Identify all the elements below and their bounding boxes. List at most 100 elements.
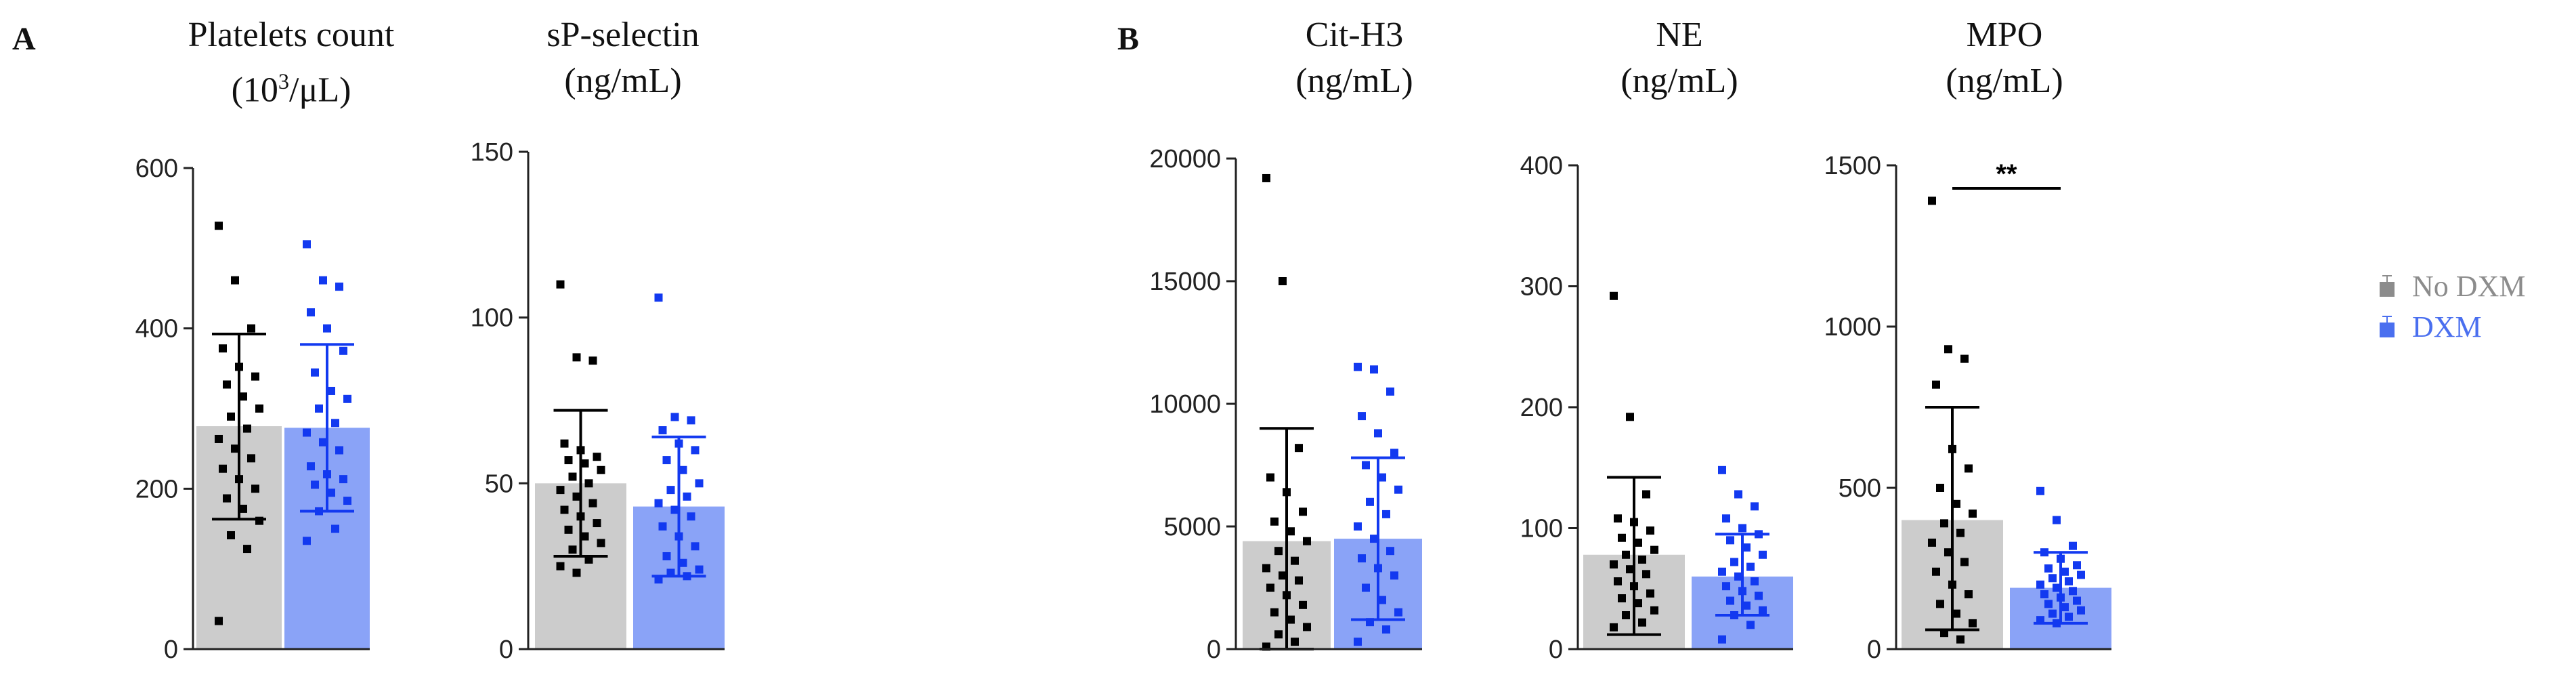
data-point	[255, 404, 263, 413]
data-point	[1634, 538, 1642, 547]
data-point	[327, 386, 335, 395]
data-point	[1944, 345, 1952, 354]
data-point	[1622, 611, 1630, 620]
data-point	[1956, 635, 1965, 644]
y-tick-label: 100	[1520, 515, 1563, 543]
data-point	[231, 444, 239, 453]
data-point	[1948, 444, 1956, 453]
data-point	[1374, 429, 1382, 438]
data-point	[335, 283, 343, 291]
y-tick-label: 500	[1839, 474, 1881, 503]
data-point	[1722, 582, 1730, 591]
data-point	[1287, 615, 1295, 624]
data-point	[1722, 514, 1730, 523]
data-point	[679, 465, 687, 474]
data-point	[1746, 621, 1755, 629]
data-point	[1610, 560, 1618, 569]
data-point	[654, 499, 663, 507]
data-point	[1650, 545, 1658, 554]
data-point	[1283, 591, 1291, 600]
data-point	[1274, 547, 1283, 556]
data-point	[2065, 613, 2073, 621]
y-tick-label: 50	[485, 470, 513, 498]
data-point	[1960, 354, 1969, 363]
legend: No DXM DXM	[2374, 266, 2525, 347]
data-point	[564, 456, 573, 465]
data-point	[1370, 535, 1378, 543]
data-point	[219, 344, 227, 353]
data-point	[1390, 571, 1398, 580]
y-tick-label: 0	[1549, 636, 1563, 664]
data-point	[1755, 591, 1763, 600]
data-point	[307, 462, 315, 471]
data-point	[1270, 517, 1279, 526]
data-point	[2044, 600, 2053, 608]
data-point	[227, 412, 235, 421]
data-point	[1626, 413, 1634, 421]
data-point	[219, 464, 227, 473]
data-point	[1299, 600, 1307, 609]
data-point	[1646, 589, 1654, 598]
data-point	[1952, 609, 1960, 618]
data-point	[1940, 519, 1948, 528]
data-point	[1366, 497, 1374, 506]
data-point	[1303, 537, 1311, 545]
data-point	[1642, 570, 1650, 579]
data-point	[239, 504, 247, 513]
data-point	[1928, 196, 1936, 205]
data-point	[1638, 618, 1646, 627]
data-point	[1382, 510, 1390, 518]
data-point	[2061, 603, 2069, 612]
data-point	[1726, 536, 1734, 545]
data-point	[1646, 526, 1654, 535]
data-point	[1969, 510, 1977, 518]
data-point	[2036, 486, 2044, 495]
data-point	[331, 419, 339, 428]
data-point	[576, 446, 585, 455]
legend-item-dxm[interactable]: DXM	[2374, 306, 2525, 347]
data-point	[1718, 567, 1726, 576]
data-point	[1759, 550, 1767, 559]
data-point	[683, 492, 691, 501]
data-point	[1965, 464, 1973, 473]
data-point	[1638, 555, 1646, 564]
data-point	[243, 545, 251, 554]
legend-item-no-dxm[interactable]: No DXM	[2374, 266, 2525, 306]
data-point	[1262, 173, 1270, 182]
data-point	[2053, 516, 2061, 524]
data-point	[1262, 564, 1270, 573]
data-point	[1295, 444, 1303, 453]
data-point	[343, 497, 351, 505]
data-point	[1928, 538, 1936, 547]
data-point	[580, 532, 589, 541]
data-point	[303, 240, 311, 249]
data-point	[1295, 576, 1303, 585]
data-point	[1751, 502, 1759, 511]
data-point	[1630, 518, 1638, 526]
chart-title-cit-h3: Cit-H3 (ng/mL)	[1205, 12, 1503, 104]
data-point	[323, 324, 331, 333]
y-tick-label: 600	[135, 154, 178, 183]
y-tick-label: 200	[1520, 394, 1563, 422]
data-point	[658, 426, 667, 435]
data-point	[1378, 473, 1386, 482]
data-point	[1952, 499, 1960, 508]
legend-label-dxm: DXM	[2412, 310, 2482, 344]
data-point	[1270, 608, 1279, 617]
y-tick-label: 0	[164, 636, 178, 664]
data-point	[1969, 619, 1977, 627]
data-point	[315, 404, 323, 413]
data-point	[1291, 638, 1299, 646]
data-point	[588, 356, 597, 365]
data-point	[2069, 541, 2077, 550]
y-tick-label: 1000	[1824, 313, 1881, 341]
data-point	[1287, 527, 1295, 536]
y-tick-label: 150	[471, 138, 513, 167]
chart-title-ne: NE (ng/mL)	[1530, 12, 1828, 104]
data-point	[564, 525, 573, 534]
data-point	[572, 568, 581, 577]
error-bar-mpo-no-dxm	[1925, 406, 1979, 631]
data-point	[315, 507, 323, 516]
data-point	[662, 552, 671, 560]
